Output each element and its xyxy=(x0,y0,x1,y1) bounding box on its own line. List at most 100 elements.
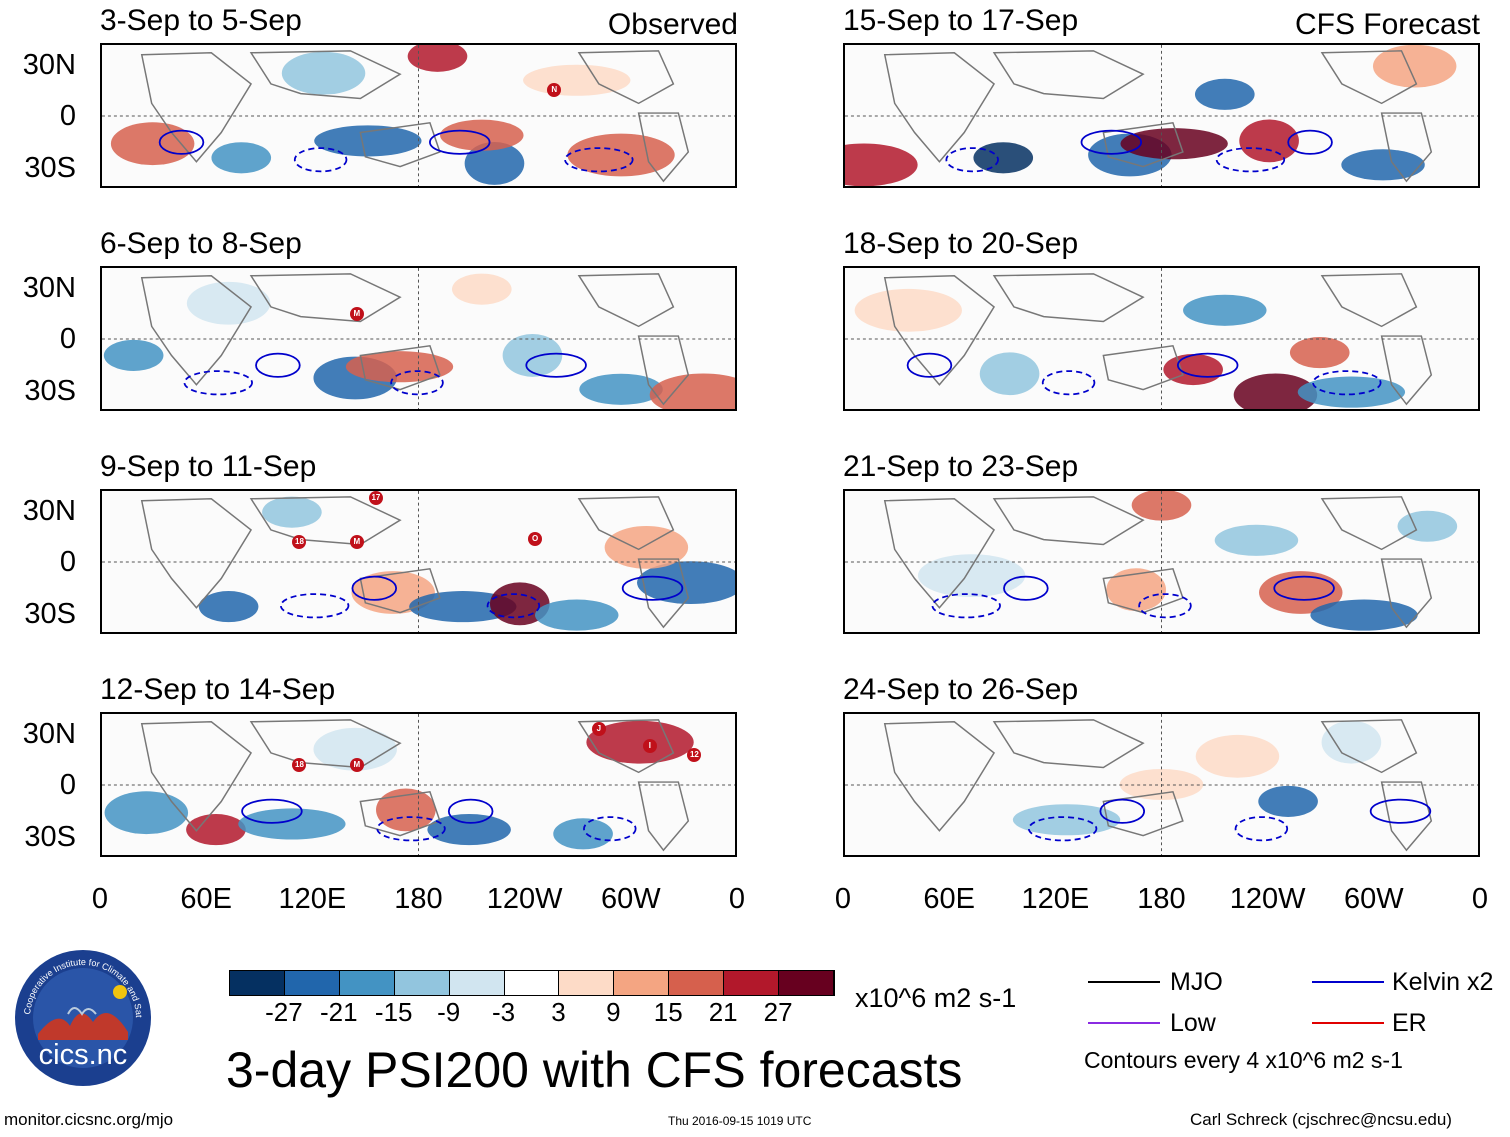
legend-mjo: MJO xyxy=(1170,968,1223,996)
colorbar-swatch xyxy=(284,971,340,995)
kelvin-contour xyxy=(429,129,491,155)
colorbar-swatch xyxy=(614,971,670,995)
lat-label: 0 xyxy=(59,323,76,355)
anomaly-shading xyxy=(104,791,189,835)
kelvin-contour xyxy=(1177,352,1239,378)
coastline xyxy=(637,781,690,852)
coastline xyxy=(140,52,253,163)
kelvin-contour xyxy=(1099,798,1146,824)
lat-label: 0 xyxy=(59,769,76,801)
lon-label: 0 xyxy=(728,883,746,915)
kelvin-contour xyxy=(945,147,999,173)
colorbar-swatch xyxy=(504,971,560,995)
anomaly-shading xyxy=(604,526,689,569)
lon-label: 0 xyxy=(91,883,109,915)
anomaly-shading xyxy=(211,142,272,174)
kelvin-contour xyxy=(1041,370,1096,396)
coastline xyxy=(637,112,690,183)
coastline xyxy=(140,275,253,386)
map-panel-forecast-1 xyxy=(843,43,1480,188)
lon-label: 0 xyxy=(834,883,852,915)
kelvin-contour xyxy=(525,352,587,378)
coastline xyxy=(1380,558,1433,629)
coastline xyxy=(883,721,996,832)
lat-label: 30S xyxy=(24,598,76,630)
anomaly-shading xyxy=(637,561,735,605)
kelvin-contour xyxy=(241,798,303,824)
lat-label: 30N xyxy=(22,718,76,750)
coastline xyxy=(1102,790,1184,837)
kelvin-contour xyxy=(1234,816,1289,842)
anomaly-shading xyxy=(262,496,322,528)
colorbar-swatch xyxy=(559,971,615,995)
kelvin-contour xyxy=(1080,129,1143,155)
legend-er: ER xyxy=(1392,1009,1427,1037)
coastline xyxy=(577,719,675,774)
storm-marker: J xyxy=(591,721,606,736)
kelvin-contour xyxy=(255,352,301,378)
map-panel-forecast-2 xyxy=(843,266,1480,411)
panel-title-obs-4: 12-Sep to 14-Sep xyxy=(100,673,336,706)
lon-label: 180 xyxy=(394,883,443,915)
coastline xyxy=(249,273,402,323)
coastline xyxy=(883,52,996,163)
anomaly-shading xyxy=(1321,720,1382,764)
map-panel-observed-1: N xyxy=(100,43,737,188)
anomaly-shading xyxy=(186,814,246,846)
colorbar-swatch xyxy=(779,971,834,995)
coastline xyxy=(1320,273,1418,328)
storm-marker: M xyxy=(349,307,364,322)
kelvin-contour xyxy=(1273,575,1335,601)
anomaly-shading xyxy=(1195,734,1280,778)
map-panel-observed-3: 17 18 M O xyxy=(100,489,737,634)
storm-marker: 18 xyxy=(292,757,307,772)
anomaly-shading xyxy=(1012,804,1121,836)
anomaly-shading xyxy=(502,334,563,377)
kelvin-contour xyxy=(486,593,541,619)
anomaly-shading xyxy=(451,273,512,305)
anomaly-shading xyxy=(186,281,271,325)
legend-kelvin: Kelvin x2 xyxy=(1392,968,1494,996)
anomaly-shading xyxy=(489,582,550,626)
coastline xyxy=(1320,496,1418,551)
coastline xyxy=(249,50,402,100)
lon-label: 60E xyxy=(180,883,232,915)
coastline xyxy=(992,273,1145,323)
lon-label: 120W xyxy=(486,883,563,915)
anomaly-shading xyxy=(535,599,619,631)
anomaly-shading xyxy=(464,142,525,185)
lat-label: 30S xyxy=(24,821,76,853)
lat-label: 30N xyxy=(22,49,76,81)
storm-marker: 18 xyxy=(292,534,307,549)
colorbar-tick: 15 xyxy=(653,997,683,1027)
panel-title-fcst-3: 21-Sep to 23-Sep xyxy=(843,450,1079,483)
lon-label: 60E xyxy=(923,883,975,915)
colorbar-swatch xyxy=(394,971,450,995)
lat-label: 30N xyxy=(22,495,76,527)
lon-label: 120E xyxy=(278,883,347,915)
map-panel-observed-4: 18 M J I 12 xyxy=(100,712,737,857)
kelvin-contour xyxy=(293,147,348,173)
kelvin-contour xyxy=(158,129,205,155)
coastline xyxy=(992,496,1145,546)
coastline xyxy=(1320,50,1418,105)
anomaly-shading xyxy=(553,818,613,850)
colorbar-tick: 9 xyxy=(606,997,621,1027)
panel-title-obs-1: 3-Sep to 5-Sep xyxy=(100,4,302,37)
legend-mjo-line xyxy=(1088,981,1160,983)
storm-marker: 12 xyxy=(687,747,702,762)
kelvin-contour xyxy=(376,816,446,842)
lat-label: 0 xyxy=(59,100,76,132)
anomaly-shading xyxy=(1310,599,1418,631)
anomaly-shading xyxy=(1258,785,1318,817)
kelvin-contour xyxy=(1312,370,1382,396)
panel-title-fcst-4: 24-Sep to 26-Sep xyxy=(843,673,1079,706)
storm-marker: N xyxy=(547,82,562,97)
anomaly-shading xyxy=(1106,568,1166,612)
legend-low: Low xyxy=(1170,1009,1216,1037)
logo-text: cics.nc xyxy=(39,1039,128,1071)
footer-timestamp: Thu 2016-09-15 1019 UTC xyxy=(668,1114,812,1128)
anomaly-shading xyxy=(845,143,918,186)
kelvin-contour xyxy=(621,575,684,601)
anomaly-shading xyxy=(973,142,1034,174)
